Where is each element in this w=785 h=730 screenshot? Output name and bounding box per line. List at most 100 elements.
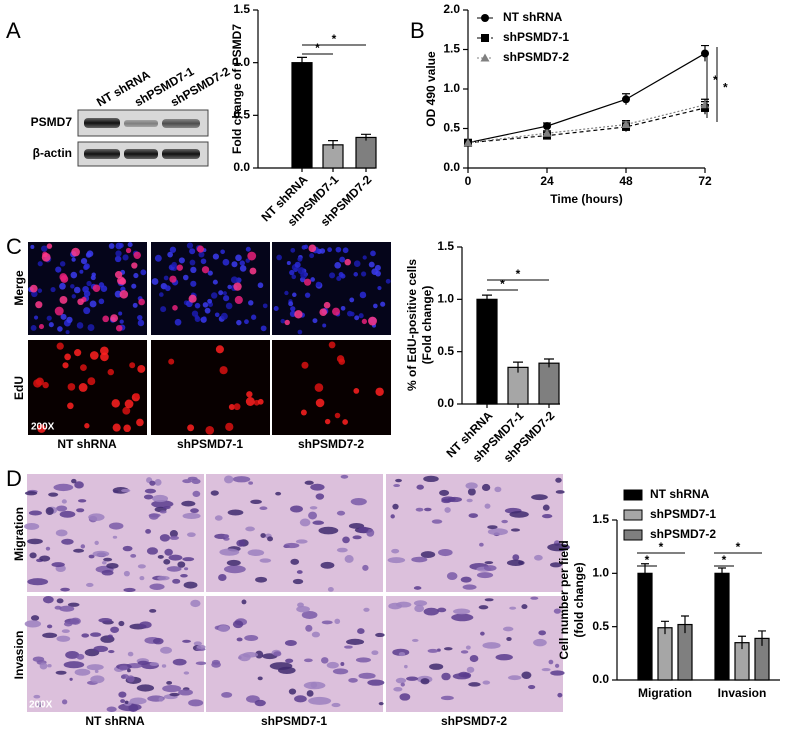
image-speck <box>392 503 399 510</box>
image-speck <box>120 699 126 704</box>
image-speck <box>133 272 139 279</box>
legend-label: shPSMD7-1 <box>650 507 716 521</box>
image-speck <box>509 511 529 518</box>
image-speck <box>189 248 196 255</box>
image-speck <box>190 280 197 287</box>
image-speck <box>212 253 219 260</box>
image-speck <box>512 554 520 561</box>
image-speck <box>151 278 159 285</box>
image-speck <box>194 316 201 322</box>
image-speck <box>387 557 406 564</box>
image-speck <box>154 479 162 486</box>
image-speck <box>484 561 494 565</box>
image-speck <box>340 306 346 311</box>
image-col-label: shPSMD7-2 <box>441 714 507 728</box>
image-speck <box>354 315 360 321</box>
image-speck <box>257 676 263 681</box>
image-speck <box>393 483 401 488</box>
image-speck <box>29 552 37 559</box>
image-speck <box>336 275 342 282</box>
image-speck <box>413 586 422 590</box>
image-speck <box>340 273 346 279</box>
y-tick-label: 0.0 <box>233 160 250 174</box>
image-speck <box>534 554 543 561</box>
image-speck <box>61 699 68 705</box>
image-speck <box>193 641 202 646</box>
image-speck <box>400 682 405 687</box>
image-speck <box>510 528 521 532</box>
image-speck <box>178 689 193 696</box>
image-speck <box>87 324 95 332</box>
image-speck <box>318 526 339 535</box>
image-speck <box>69 677 73 681</box>
image-speck <box>98 298 105 305</box>
image-speck <box>35 301 43 309</box>
image-speck <box>144 488 157 494</box>
image-speck <box>76 322 84 329</box>
image-speck <box>323 301 331 309</box>
image-speck <box>186 532 196 538</box>
image-speck <box>117 276 126 285</box>
image-speck <box>56 505 68 512</box>
image-speck <box>467 488 476 496</box>
y-axis-label: (fold change) <box>572 562 586 637</box>
image-speck <box>413 600 428 607</box>
image-speck <box>50 286 56 293</box>
image-speck <box>393 686 403 692</box>
image-speck <box>136 684 155 692</box>
y-axis-label: Fold change of PSMD7 <box>230 24 244 154</box>
image-speck <box>440 695 454 701</box>
image-speck <box>220 249 225 255</box>
image-speck <box>234 295 243 305</box>
image-speck <box>108 649 115 654</box>
image-speck <box>312 520 325 525</box>
image-speck <box>60 313 67 320</box>
image-speck <box>92 550 110 557</box>
image-speck <box>182 512 201 520</box>
image-speck <box>115 324 123 332</box>
image-speck <box>273 305 279 312</box>
image-speck <box>533 638 547 647</box>
image-speck <box>288 688 297 695</box>
image-speck <box>139 621 152 629</box>
significance-star: * <box>722 553 727 567</box>
image-speck <box>86 280 92 287</box>
image-speck <box>37 261 43 267</box>
image-speck <box>300 409 307 416</box>
image-speck <box>182 274 189 281</box>
image-speck <box>207 298 213 304</box>
image-speck <box>231 261 238 268</box>
image-speck <box>465 482 478 490</box>
image-speck <box>222 291 227 296</box>
image-speck <box>80 257 88 265</box>
x-tick-label: 48 <box>619 174 633 188</box>
significance-star: * <box>516 267 521 281</box>
image-speck <box>327 587 334 592</box>
image-speck <box>480 631 485 636</box>
image-speck <box>160 646 172 654</box>
image-speck <box>288 301 294 307</box>
y-tick-label: 1.5 <box>443 42 460 56</box>
image-speck <box>319 248 326 254</box>
image-speck <box>204 307 211 314</box>
image-speck <box>53 483 74 492</box>
image-col-label: shPSMD7-2 <box>298 437 364 451</box>
image-speck <box>352 535 362 540</box>
image-speck <box>301 361 309 369</box>
image-speck <box>132 302 138 308</box>
line <box>467 52 706 144</box>
bar <box>507 366 529 405</box>
image-speck <box>250 499 262 504</box>
image-speck <box>152 494 169 503</box>
image-speck <box>220 312 228 320</box>
x-tick-label: 24 <box>540 174 554 188</box>
significance-star: * <box>713 73 718 87</box>
y-tick-label: 0.0 <box>443 160 460 174</box>
image-speck <box>47 663 52 668</box>
image-speck <box>159 292 164 297</box>
image-speck <box>308 244 317 253</box>
image-speck <box>171 261 177 268</box>
image-speck <box>106 706 117 712</box>
blot-band <box>162 119 200 128</box>
image-speck <box>438 548 453 557</box>
